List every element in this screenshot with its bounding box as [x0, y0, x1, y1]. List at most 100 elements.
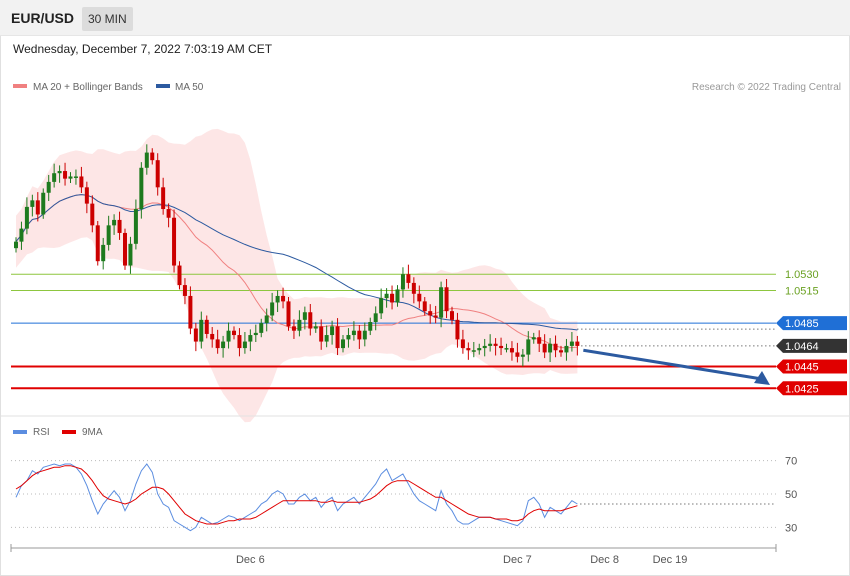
candle — [177, 261, 182, 290]
candle-body — [313, 326, 318, 329]
candle — [422, 297, 427, 316]
candle-body — [471, 350, 476, 352]
candle-body — [351, 330, 356, 336]
candle-body — [161, 187, 166, 210]
candle-body — [499, 345, 504, 349]
candle — [373, 306, 378, 331]
candle — [270, 292, 275, 322]
candle-body — [14, 241, 18, 249]
candle — [242, 332, 247, 354]
candle-body — [281, 295, 286, 302]
candle-body — [41, 192, 46, 215]
candle-body — [575, 341, 580, 346]
candle — [161, 177, 166, 215]
candle — [232, 326, 236, 340]
candle-body — [531, 337, 536, 340]
candle-body — [450, 311, 454, 320]
candle — [57, 165, 62, 183]
candle — [411, 277, 416, 304]
candle — [531, 332, 536, 344]
candle-body — [24, 206, 29, 229]
ma20-legend-swatch — [13, 84, 27, 88]
candle — [188, 286, 193, 335]
rsi-ma-line — [15, 465, 578, 525]
candle-body — [232, 330, 236, 336]
candle-body — [79, 176, 84, 188]
candle-body — [68, 176, 73, 179]
candle — [248, 329, 253, 352]
candle — [84, 181, 89, 214]
candle — [520, 348, 525, 367]
candle-body — [384, 293, 389, 299]
candle — [564, 338, 569, 361]
rsi-ma-legend-swatch — [62, 430, 76, 434]
candle — [324, 325, 329, 348]
pivot-price-tag — [776, 316, 847, 331]
candle-body — [210, 333, 215, 340]
candle-body — [509, 348, 514, 353]
candle — [133, 199, 138, 250]
candle-body — [362, 330, 367, 340]
candle — [221, 335, 226, 358]
candle-body — [569, 341, 574, 346]
ma50-legend-label: MA 50 — [175, 82, 204, 93]
candle — [477, 343, 482, 355]
candle-body — [559, 350, 563, 353]
rsi-legend-label: RSI — [33, 427, 50, 438]
candle — [112, 214, 117, 235]
ma20-legend-label: MA 20 + Bollinger Bands — [33, 82, 143, 93]
candle-body — [297, 319, 302, 331]
candle-body — [150, 152, 155, 161]
candle-body — [106, 225, 111, 245]
resistance-label: 1.0530 — [785, 269, 819, 281]
candle-body — [291, 326, 296, 331]
candle-body — [199, 319, 204, 342]
timeframe-badge[interactable]: 30 MIN — [82, 7, 133, 31]
candle — [302, 306, 307, 330]
candle — [455, 312, 460, 348]
candle — [509, 341, 514, 361]
candle — [471, 342, 476, 358]
candle-body — [166, 209, 171, 218]
candle — [155, 153, 160, 196]
ma50-legend-swatch — [156, 84, 170, 88]
candle-body — [30, 200, 35, 207]
candle-body — [177, 265, 182, 286]
candle-body — [400, 274, 405, 290]
candle — [379, 288, 384, 319]
resistance-label: 1.0515 — [785, 286, 819, 298]
candle — [395, 285, 400, 307]
candle-body — [488, 343, 493, 346]
top-bar: EUR/USD 30 MIN — [0, 0, 850, 36]
chart-datetime: Wednesday, December 7, 2022 7:03:19 AM C… — [13, 42, 273, 56]
candle — [275, 290, 280, 313]
candle — [368, 317, 373, 336]
candle-body — [46, 181, 51, 193]
candle — [384, 288, 389, 308]
candle — [259, 318, 264, 338]
rsi-panel: 70 50 30 — [11, 456, 797, 534]
support-label: 1.0425 — [785, 383, 819, 395]
candle-body — [335, 326, 340, 349]
x-tick-label: Dec 6 — [236, 554, 265, 566]
candle — [466, 342, 471, 360]
candle — [335, 318, 340, 356]
candle-body — [237, 335, 242, 349]
candle — [493, 338, 498, 356]
candle-body — [302, 312, 307, 320]
candle-body — [390, 293, 395, 303]
candle — [286, 297, 291, 331]
price-levels: 1.0530 1.0515 1.0485 1.0445 1.0425 1.0464 — [11, 269, 847, 396]
candle — [101, 237, 106, 270]
candle — [68, 172, 73, 183]
candle — [90, 195, 95, 233]
candle-body — [537, 337, 542, 344]
candle — [30, 194, 35, 217]
candle-body — [564, 345, 569, 353]
candle — [351, 321, 356, 341]
candle-body — [117, 219, 122, 233]
candle — [226, 322, 231, 349]
rsi-tick-label: 50 — [785, 489, 797, 501]
candle-body — [286, 301, 291, 327]
